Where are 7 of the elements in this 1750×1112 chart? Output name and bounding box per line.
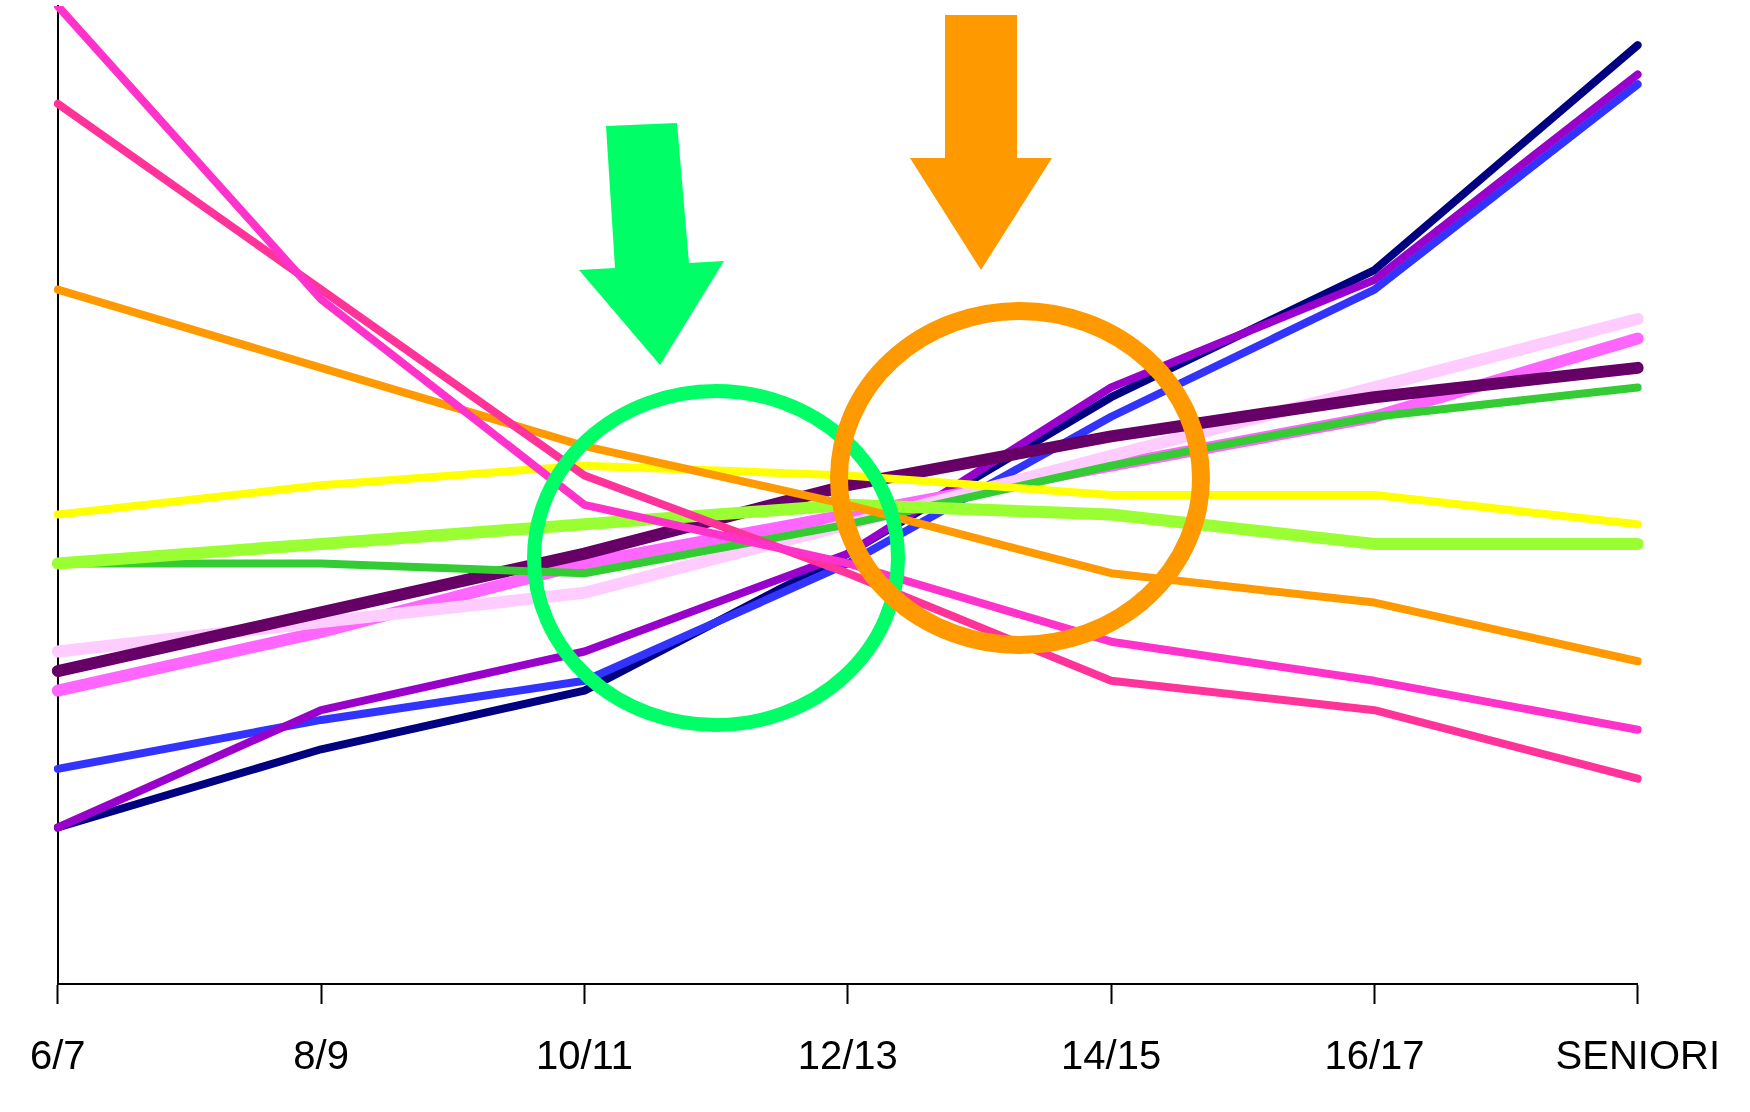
x-tick-label: 6/7 [30,1033,86,1078]
x-tick-label: 10/11 [535,1033,634,1078]
x-tick-label: 16/17 [1324,1033,1425,1078]
x-tick-label: 12/13 [797,1033,898,1078]
x-tick-label: SENIORI [1555,1033,1721,1078]
x-tick-label: 14/15 [1061,1033,1162,1078]
x-tick-label: 8/9 [293,1033,349,1078]
